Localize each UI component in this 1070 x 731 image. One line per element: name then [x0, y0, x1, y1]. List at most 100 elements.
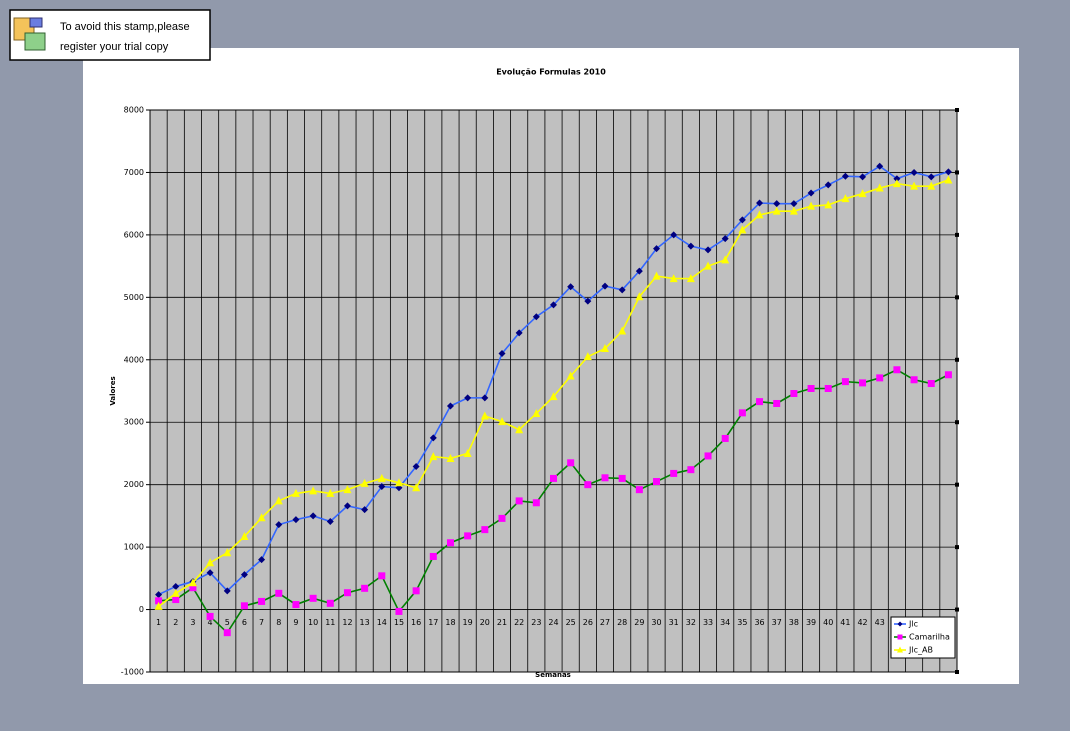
- data-point: [326, 518, 334, 526]
- x-tick-label: 31: [669, 618, 679, 627]
- x-tick-label: 40: [823, 618, 833, 627]
- data-point: [497, 417, 506, 426]
- data-point: [395, 607, 403, 615]
- data-point: [618, 326, 627, 335]
- legend-label: Jlc: [908, 620, 918, 629]
- data-point: [292, 601, 300, 609]
- data-point: [360, 478, 369, 487]
- data-point: [378, 483, 386, 491]
- x-tick-label: 1: [156, 618, 161, 627]
- data-point: [240, 602, 248, 610]
- x-tick-label: 17: [428, 618, 438, 627]
- x-tick-label: 9: [293, 618, 298, 627]
- data-point: [343, 589, 351, 597]
- data-point: [223, 629, 231, 637]
- data-point: [738, 216, 746, 224]
- data-point: [412, 483, 421, 492]
- x-tick-label: 3: [190, 618, 195, 627]
- legend-marker: [897, 621, 903, 627]
- data-point: [738, 225, 747, 234]
- y-tick: [955, 108, 959, 112]
- x-tick-label: 21: [497, 618, 507, 627]
- data-point: [549, 392, 558, 401]
- data-point: [859, 379, 867, 387]
- legend-marker: [897, 634, 903, 640]
- y-axis-title: Valores: [109, 376, 117, 405]
- data-point: [773, 200, 781, 208]
- x-tick-label: 28: [617, 618, 627, 627]
- data-point: [635, 267, 643, 275]
- data-point: [480, 411, 489, 420]
- y-tick: [955, 170, 959, 175]
- data-point: [567, 283, 575, 291]
- data-point: [223, 548, 232, 557]
- data-point: [618, 286, 626, 294]
- data-point: [704, 261, 713, 270]
- data-point: [653, 245, 661, 253]
- data-point: [687, 466, 695, 474]
- x-tick-label: 6: [242, 618, 247, 627]
- stamp-icon: [24, 32, 46, 51]
- x-tick-label: 7: [259, 618, 264, 627]
- data-point: [463, 448, 472, 457]
- data-point: [789, 206, 798, 215]
- data-point: [258, 597, 266, 605]
- data-point: [532, 408, 541, 417]
- data-point: [172, 596, 180, 604]
- data-point: [240, 571, 248, 579]
- data-point: [670, 469, 678, 477]
- x-tick-label: 34: [720, 618, 730, 627]
- data-point: [275, 521, 283, 529]
- data-point: [670, 231, 678, 239]
- data-point: [394, 478, 403, 487]
- data-point: [841, 378, 849, 386]
- data-point: [893, 175, 901, 183]
- y-tick: [955, 232, 959, 237]
- stamp-text: register your trial copy: [60, 41, 169, 53]
- data-point: [326, 488, 335, 497]
- data-point: [756, 398, 764, 406]
- data-point: [875, 183, 884, 192]
- y-tick: [955, 295, 959, 300]
- data-point: [498, 514, 506, 522]
- data-point: [756, 199, 764, 207]
- x-tick-label: 4: [208, 618, 213, 627]
- data-point: [669, 274, 678, 283]
- data-point: [515, 497, 523, 505]
- data-point: [498, 350, 506, 358]
- x-tick-label: 25: [566, 618, 576, 627]
- data-point: [927, 380, 935, 388]
- y-tick: [955, 420, 959, 425]
- x-tick-label: 10: [308, 618, 318, 627]
- data-point: [944, 168, 952, 176]
- x-tick-label: 26: [583, 618, 593, 627]
- data-point: [171, 588, 180, 597]
- data-point: [927, 181, 936, 190]
- legend-label: Camarilha: [909, 633, 950, 642]
- data-point: [412, 463, 420, 471]
- data-point: [790, 200, 798, 208]
- data-point: [584, 481, 592, 489]
- x-tick-label: 27: [600, 618, 610, 627]
- data-point: [721, 434, 729, 442]
- x-tick-label: 20: [480, 618, 490, 627]
- data-point: [550, 301, 557, 309]
- x-tick-label: 36: [754, 618, 764, 627]
- data-point: [429, 434, 437, 442]
- chart-title: Evolução Formulas 2010: [496, 68, 606, 77]
- y-tick-label: 5000: [124, 293, 144, 302]
- x-tick-label: 11: [325, 618, 335, 627]
- y-tick-label: 2000: [124, 480, 144, 489]
- data-point: [481, 526, 489, 534]
- x-tick-label: 2: [173, 618, 178, 627]
- data-point: [274, 496, 283, 505]
- x-tick-label: 13: [360, 618, 370, 627]
- data-point: [773, 399, 781, 407]
- data-point: [653, 478, 661, 486]
- data-point: [206, 558, 215, 567]
- data-point: [772, 206, 781, 215]
- data-point: [824, 385, 832, 393]
- data-point: [446, 453, 455, 462]
- plot-area: [149, 109, 958, 673]
